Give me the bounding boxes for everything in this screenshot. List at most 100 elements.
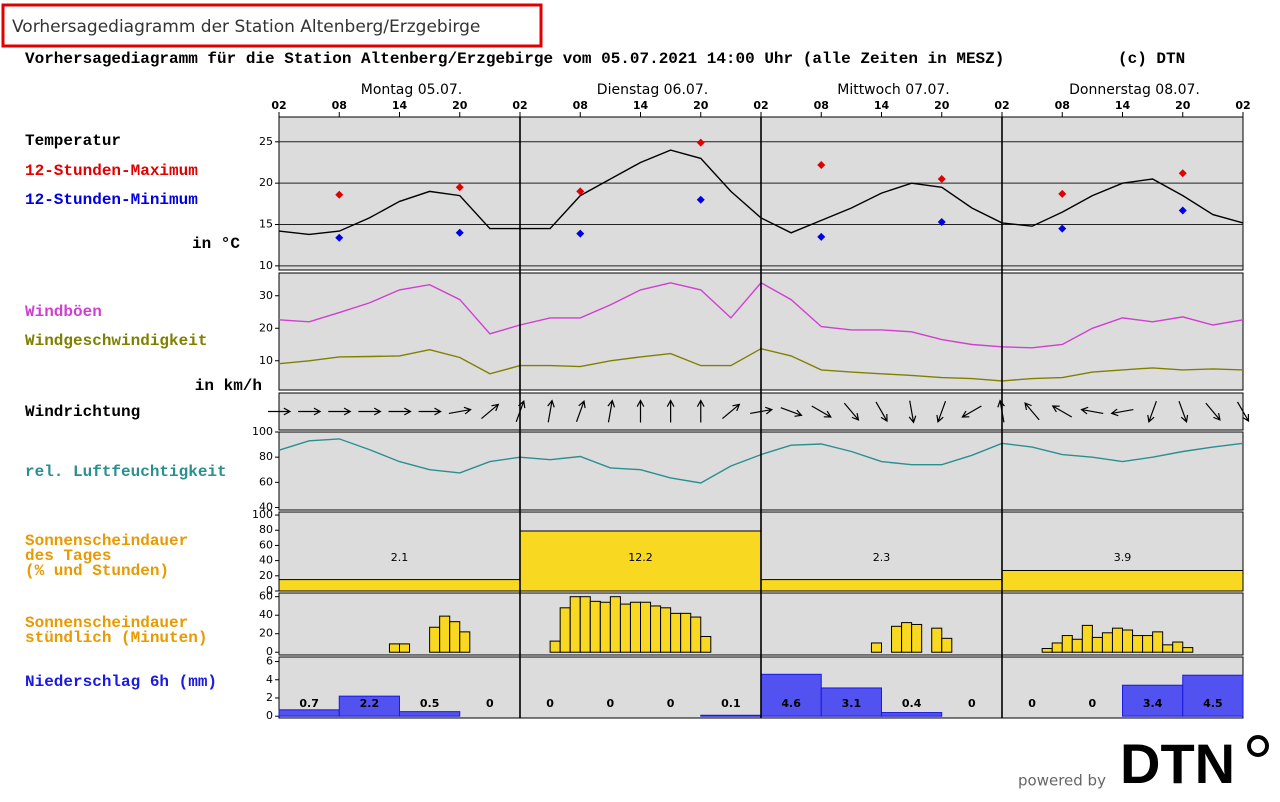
y-tick-label: 0	[266, 645, 273, 658]
bar	[700, 635, 712, 653]
value-label: 0	[607, 697, 615, 710]
wind-arrow	[811, 405, 832, 418]
bar	[609, 596, 621, 653]
panel-label: 12-Stunden-Maximum	[25, 162, 198, 180]
value-label: 4.6	[781, 697, 801, 710]
unit-label: in km/h	[195, 377, 262, 395]
x-tick-label: 02	[994, 99, 1009, 112]
max-min-marker	[455, 183, 464, 192]
value-label: 3.1	[842, 697, 862, 710]
bar	[650, 605, 662, 653]
value-label: 2.2	[360, 697, 380, 710]
bar	[619, 603, 631, 653]
bar	[911, 623, 923, 653]
y-tick-label: 6	[266, 655, 273, 668]
page-title: Vorhersagediagramm der Station Altenberg…	[12, 17, 480, 37]
wind-arrow	[666, 399, 675, 423]
max-min-marker	[817, 232, 826, 241]
bar	[891, 625, 903, 653]
y-tick-label: 60	[259, 475, 273, 488]
wind-arrow	[358, 407, 382, 416]
x-tick-label: 02	[512, 99, 527, 112]
wind-arrow	[547, 399, 555, 423]
wind-arrow	[1147, 400, 1157, 424]
bar	[1172, 641, 1184, 653]
bar	[338, 695, 400, 717]
value-label: 0	[1089, 697, 1097, 710]
bar	[1152, 631, 1164, 653]
y-tick-label: 15	[259, 218, 273, 231]
logo: DTN	[1120, 732, 1235, 795]
bar	[439, 615, 451, 653]
panel-label: Windgeschwindigkeit	[25, 332, 207, 350]
panel-label: rel. Luftfeuchtigkeit	[25, 463, 227, 481]
bar	[429, 626, 441, 653]
wind-arrow	[936, 400, 947, 424]
copyright: (c) DTN	[1118, 50, 1185, 68]
value-label: 0	[486, 697, 494, 710]
bar	[1071, 638, 1083, 653]
wind-arrow	[418, 407, 442, 416]
panel-label: stündlich (Minuten)	[25, 629, 207, 647]
wind-arrow	[268, 407, 292, 416]
bar	[1132, 635, 1144, 653]
bar	[569, 596, 581, 653]
bar	[700, 714, 762, 717]
value-label: 0.7	[299, 697, 319, 710]
max-min-marker	[696, 195, 705, 204]
wind-arrow	[843, 402, 860, 421]
wind-arrow	[1178, 400, 1189, 424]
sunshine-hours: 2.3	[873, 551, 891, 564]
bar	[820, 687, 882, 717]
x-tick-label: 20	[1175, 99, 1191, 112]
bar	[1051, 642, 1063, 653]
bar	[760, 579, 1003, 592]
wind-arrow	[607, 399, 616, 423]
panel-label: (% und Stunden)	[25, 562, 169, 580]
wind-arrow	[448, 406, 472, 415]
wind-arrow	[1236, 401, 1250, 423]
max-min-marker	[696, 138, 705, 147]
max-min-marker	[576, 187, 585, 196]
wind-arrow	[1110, 408, 1134, 417]
y-tick-label: 100	[252, 425, 273, 438]
powered-by: powered by	[1018, 772, 1106, 790]
x-tick-label: 08	[332, 99, 347, 112]
y-tick-label: 30	[259, 289, 273, 302]
y-tick-label: 60	[259, 590, 273, 603]
wind-arrow	[328, 407, 352, 416]
bar	[1081, 624, 1093, 653]
x-tick-label: 20	[452, 99, 468, 112]
panel-label: Sonnenscheindauer	[25, 532, 188, 550]
max-min-marker	[576, 229, 585, 238]
panel-label: Temperatur	[25, 132, 121, 150]
day-label: Dienstag 06.07.	[597, 82, 708, 98]
x-tick-label: 20	[934, 99, 950, 112]
y-tick-label: 20	[259, 569, 273, 582]
x-tick-label: 14	[633, 99, 649, 112]
bar	[459, 631, 471, 653]
bar	[278, 579, 521, 592]
bar	[599, 601, 611, 653]
bar	[549, 640, 561, 653]
panel-label: Niederschlag 6h (mm)	[25, 673, 217, 691]
day-label: Donnerstag 08.07.	[1069, 82, 1200, 98]
day-label: Mittwoch 07.07.	[837, 82, 950, 98]
wind-arrow	[1051, 405, 1073, 418]
bar	[1182, 674, 1244, 717]
bar	[941, 637, 953, 653]
value-label: 0	[546, 697, 554, 710]
wind-arrow	[298, 407, 322, 416]
bar	[1041, 648, 1053, 653]
x-tick-label: 14	[874, 99, 890, 112]
y-tick-label: 10	[259, 354, 273, 367]
max-min-marker	[817, 160, 826, 169]
y-tick-label: 80	[259, 450, 273, 463]
x-tick-label: 20	[693, 99, 709, 112]
x-tick-label: 02	[753, 99, 768, 112]
bar	[1122, 629, 1134, 653]
bar	[690, 616, 702, 653]
bar	[640, 601, 652, 653]
